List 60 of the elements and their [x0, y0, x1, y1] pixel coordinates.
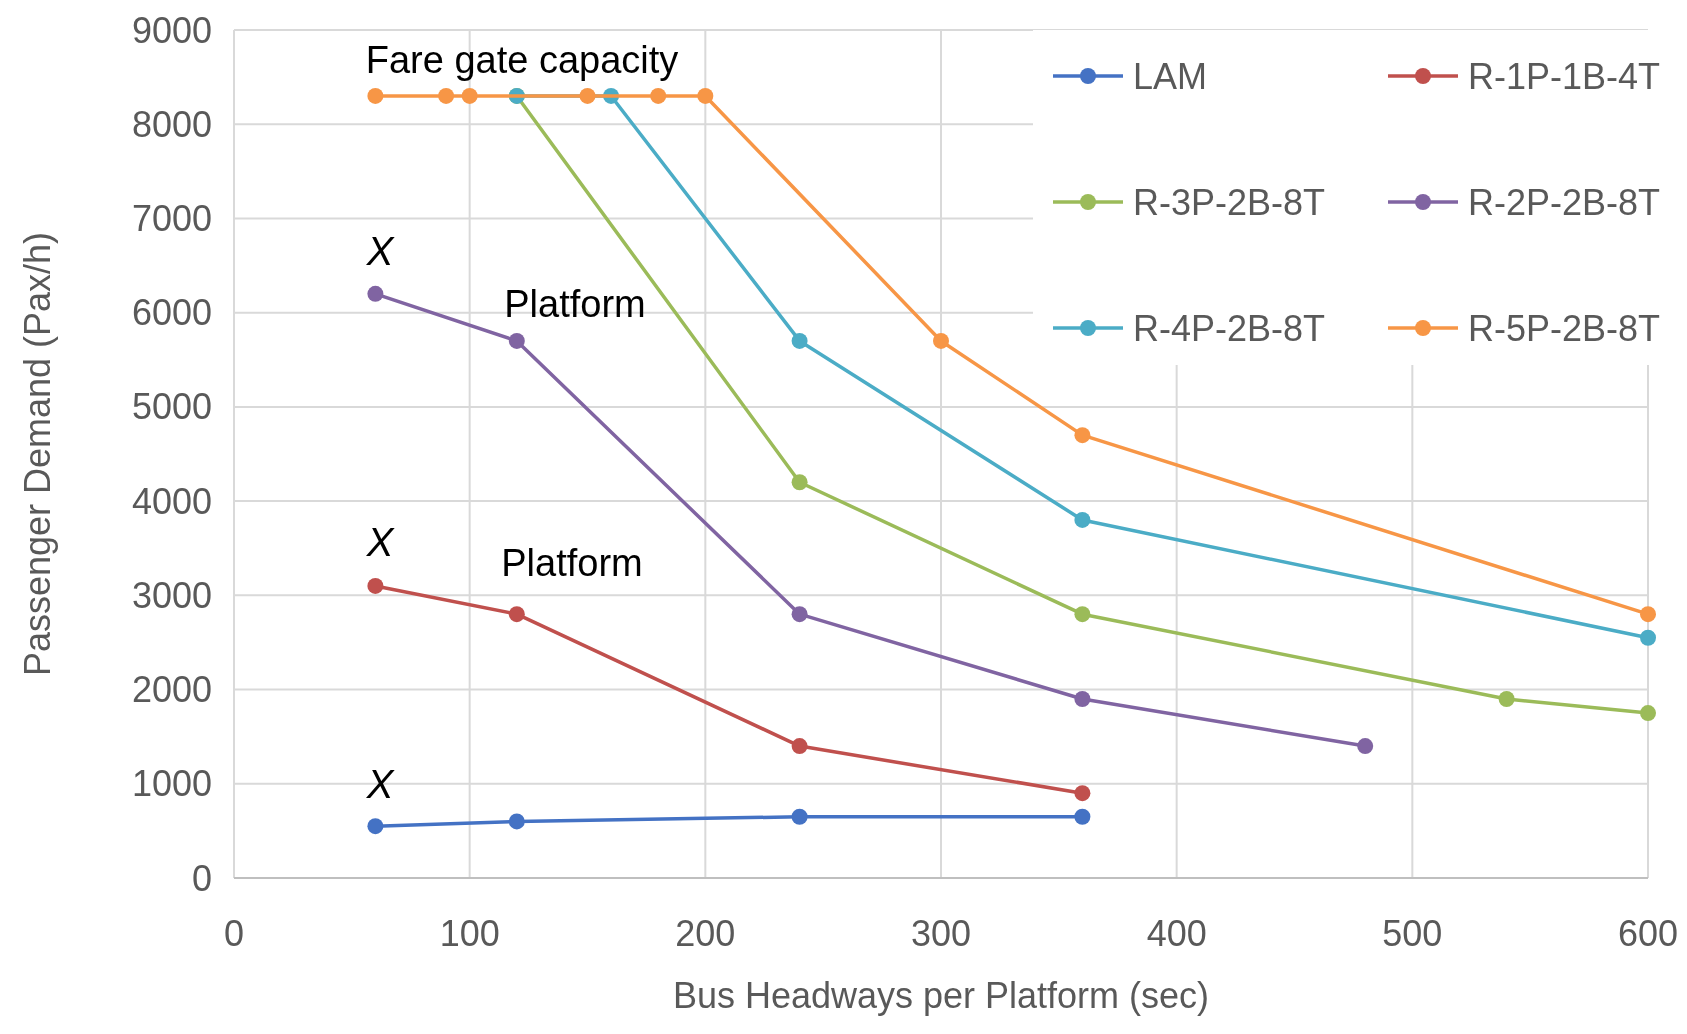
point — [791, 474, 808, 491]
point — [1074, 785, 1091, 802]
y-tick-label: 0 — [191, 857, 212, 899]
point — [1498, 690, 1515, 707]
point — [438, 87, 455, 104]
point — [1074, 511, 1091, 528]
y-tick-label: 6000 — [131, 292, 212, 334]
x-tick-label: 400 — [1146, 913, 1207, 954]
point — [461, 87, 478, 104]
annotation: Platform — [504, 283, 646, 325]
x-tick-label: 0 — [223, 913, 245, 954]
y-tick-label: 2000 — [131, 669, 212, 711]
point — [1074, 427, 1091, 444]
legend-label: R-1P-1B-4T — [1468, 55, 1661, 97]
y-tick-label: 7000 — [131, 198, 212, 240]
point — [1640, 606, 1656, 623]
annotation: X — [365, 520, 395, 564]
point — [933, 332, 949, 349]
point — [650, 87, 667, 104]
x-tick-label: 500 — [1382, 913, 1443, 954]
point — [508, 813, 525, 830]
point — [1074, 690, 1091, 707]
point — [697, 87, 714, 104]
y-tick-label: 1000 — [131, 763, 212, 805]
point — [1074, 808, 1091, 825]
point — [367, 577, 384, 594]
legend-label: R-4P-2B-8T — [1133, 307, 1326, 349]
point — [791, 332, 808, 349]
legend-label: R-2P-2B-8T — [1468, 181, 1661, 223]
point — [367, 285, 384, 302]
legend-label: R-5P-2B-8T — [1468, 307, 1661, 349]
point — [1074, 606, 1091, 623]
x-tick-label: 300 — [910, 913, 972, 954]
point — [1357, 738, 1374, 755]
y-tick-label: 8000 — [131, 103, 212, 145]
point — [791, 808, 808, 825]
x-tick-label: 200 — [675, 913, 736, 954]
legend-label: R-3P-2B-8T — [1133, 181, 1326, 223]
point — [791, 606, 808, 623]
point — [367, 87, 384, 104]
point — [367, 818, 384, 835]
x-tick-label: 100 — [439, 913, 500, 954]
point — [791, 738, 808, 755]
point — [508, 606, 525, 623]
x-tick-label: 600 — [1617, 913, 1679, 954]
annotation: Fare gate capacity — [365, 39, 679, 81]
point — [508, 332, 525, 349]
annotation: X — [365, 229, 395, 273]
legend-label: LAM — [1133, 55, 1208, 97]
x-axis-title: Bus Headways per Platform (sec) — [672, 975, 1210, 1016]
y-axis-title: Passenger Demand (Pax/h) — [17, 231, 58, 677]
y-tick-label: 4000 — [131, 480, 212, 522]
y-tick-label: 9000 — [131, 9, 212, 51]
y-tick-label: 3000 — [131, 574, 212, 616]
point — [1640, 705, 1656, 722]
point — [579, 87, 596, 104]
point — [1640, 629, 1656, 646]
y-tick-label: 5000 — [131, 386, 212, 428]
annotation: Platform — [501, 542, 643, 584]
annotation: X — [365, 762, 395, 806]
